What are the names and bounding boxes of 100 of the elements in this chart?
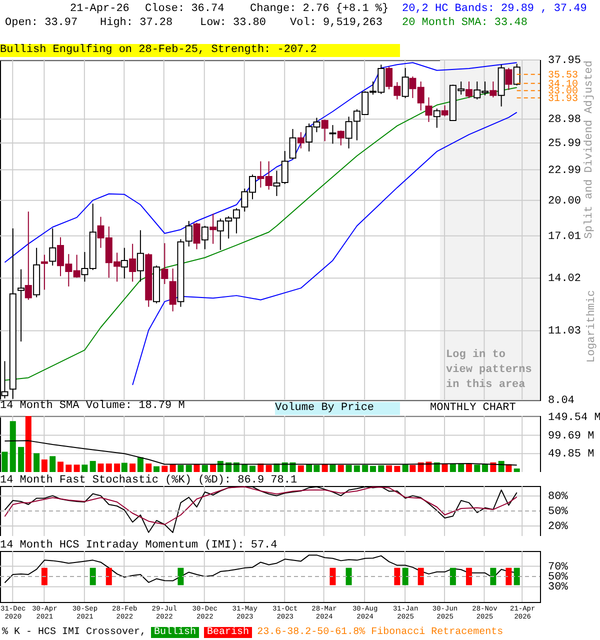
candlestick	[210, 213, 217, 244]
bar	[66, 464, 72, 472]
candlestick	[441, 104, 448, 117]
candlestick	[120, 247, 128, 279]
y-axis-title: Split and Dividend Adjusted	[584, 60, 596, 239]
bar	[25, 416, 32, 472]
y-tick-label: 80%	[548, 491, 568, 503]
bar	[482, 464, 488, 472]
y-tick-label: 25.99	[548, 138, 582, 150]
y-tick-label: 50%	[548, 506, 568, 518]
y-tick-label: 70%	[548, 561, 568, 574]
candlestick	[24, 211, 32, 300]
chart-title: 14 Month HCS Intraday Momentum (IMI): 57.4	[0, 540, 278, 552]
bar	[450, 464, 456, 472]
text: Volume By Price	[275, 402, 400, 415]
text: Bullish Engulfing on 28-Feb-25, Strength: -207.2	[0, 44, 400, 57]
candlestick	[289, 128, 296, 160]
bar	[34, 453, 40, 472]
y-tick-label: 37.95	[548, 55, 582, 67]
bar	[402, 464, 408, 472]
candlestick	[297, 132, 304, 149]
bar	[370, 466, 376, 472]
bar	[346, 465, 352, 472]
candlestick	[337, 130, 344, 146]
y-tick-label: 8.04	[548, 395, 575, 407]
candlestick	[185, 220, 192, 248]
text: MONTHLY CHART	[430, 402, 516, 415]
candlestick	[161, 242, 168, 285]
candlestick	[129, 243, 136, 282]
bar	[354, 465, 360, 472]
bar	[178, 465, 184, 472]
candlestick	[513, 63, 520, 86]
candlestick	[329, 124, 336, 144]
candlestick	[49, 228, 56, 266]
text: Change: 2.76 {+8.1 %}	[250, 3, 389, 16]
text: High: 37.28	[100, 17, 173, 30]
bar	[114, 464, 120, 472]
bar	[162, 466, 168, 472]
bar	[137, 457, 144, 472]
text: Vol: 9,519,263	[290, 17, 382, 30]
y-tick-label: 11.03	[548, 326, 582, 338]
text: 23.6-38.2-50-61.8% Fibonacci Retracements	[257, 627, 504, 638]
bar	[154, 466, 160, 472]
line-series	[4, 486, 518, 525]
bar	[10, 421, 16, 472]
bar	[146, 464, 152, 472]
bar	[202, 465, 208, 472]
candlestick	[136, 230, 144, 282]
candlestick	[425, 96, 432, 122]
text: Open: 33.97	[5, 17, 78, 30]
bar	[386, 465, 392, 472]
candlestick	[505, 67, 512, 90]
candlestick	[321, 119, 328, 142]
band-label: Log in to view patterns in this area	[446, 348, 533, 393]
y-tick-label: 49.85 M	[548, 448, 594, 461]
bar	[121, 462, 128, 472]
y-tick-label: 14.02	[548, 273, 582, 286]
y-tick-label: 22.99	[548, 164, 582, 177]
y-tick-label: 50%	[548, 572, 568, 584]
bar	[82, 464, 88, 472]
candlestick	[18, 268, 25, 342]
bar	[266, 465, 272, 472]
y-tick-label: 17.01	[548, 230, 582, 243]
y-tick-label: 20.00	[548, 195, 582, 208]
bar	[41, 459, 48, 472]
bar	[106, 464, 112, 472]
candlestick	[465, 81, 472, 99]
text: 21-Apr-26	[70, 3, 130, 16]
candlestick	[402, 67, 409, 99]
bar	[394, 466, 400, 472]
y-tick-label: 28.98	[548, 114, 582, 126]
text: Bearish	[204, 627, 252, 638]
bar	[514, 468, 520, 472]
text: Close: 36.74	[145, 3, 224, 16]
bar	[330, 464, 336, 472]
bar	[466, 464, 472, 472]
ref-line-label: 31.93	[548, 94, 578, 105]
bar	[130, 464, 136, 472]
text: Bullish	[151, 627, 200, 638]
chart-title: 14 Month Fast Stochastic (%K) (%D): 86.9 78.1	[0, 474, 298, 486]
y-tick-label: 149.54 M	[548, 412, 600, 424]
bar	[298, 465, 304, 472]
bar	[98, 464, 104, 472]
text: % K - HCS IMI Crossover,	[2, 627, 146, 638]
bar	[458, 464, 464, 472]
bar	[57, 462, 64, 472]
bar	[474, 464, 480, 472]
candlestick	[433, 108, 440, 128]
bar	[50, 456, 56, 472]
candlestick	[169, 268, 176, 312]
bar	[498, 460, 504, 472]
y-tick-label: 99.69 M	[548, 430, 594, 442]
candlestick	[201, 225, 208, 250]
bar	[250, 466, 256, 472]
bar	[362, 465, 368, 472]
text: 20,2 HC Bands: 29.89 , 37.49	[402, 3, 587, 16]
candlestick	[40, 254, 48, 290]
line-series	[4, 62, 518, 263]
bar	[2, 452, 8, 472]
y-tick-label: 30%	[548, 582, 568, 594]
